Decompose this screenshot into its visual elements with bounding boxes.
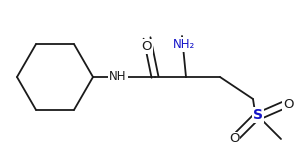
Text: NH: NH <box>109 71 127 84</box>
Text: S: S <box>253 108 263 122</box>
Text: O: O <box>142 40 152 53</box>
Text: O: O <box>283 99 293 112</box>
Text: NH₂: NH₂ <box>173 38 195 51</box>
Text: O: O <box>229 132 239 146</box>
